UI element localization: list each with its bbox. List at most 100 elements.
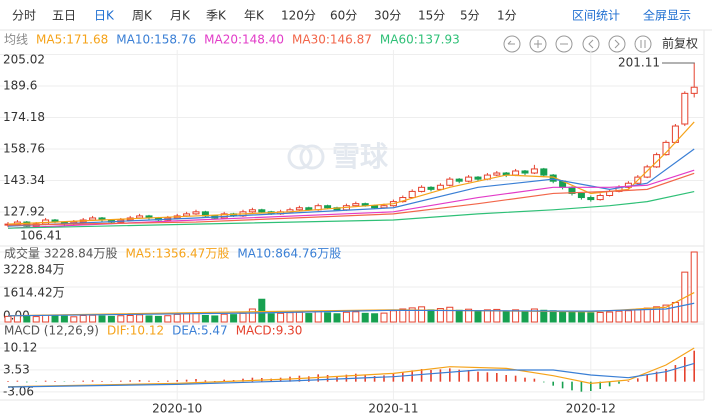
candle-body: [427, 186, 435, 190]
volume-bar: [653, 306, 661, 323]
ma-line: [7, 302, 695, 317]
macd-bar: [514, 375, 517, 382]
macd-bar: [185, 379, 188, 382]
macd-bar: [402, 372, 404, 382]
macd-bar: [176, 380, 178, 382]
tab[interactable]: 季K: [206, 9, 227, 23]
ma-line: [7, 362, 695, 388]
macd-bar: [637, 378, 639, 382]
volume-bar: [89, 314, 97, 323]
candle-body: [258, 209, 266, 213]
volume-bar: [324, 312, 332, 323]
toolbar-action[interactable]: 区间统计: [572, 9, 620, 23]
volume-bar: [60, 315, 68, 323]
watermark-logo: [287, 144, 313, 170]
volume-bar: [164, 315, 172, 323]
macd-bar: [505, 375, 507, 382]
volume-bar: [305, 313, 313, 323]
tab[interactable]: 60分: [330, 9, 357, 23]
legend-item: DEA:5.47: [172, 324, 228, 338]
tab[interactable]: 5分: [460, 9, 480, 23]
volume-bar: [662, 304, 670, 323]
y-tick-label: 143.34: [3, 173, 45, 187]
macd-bar: [101, 381, 103, 382]
candle-body: [352, 203, 360, 207]
volume-bar: [79, 314, 87, 323]
macd-bar: [571, 381, 573, 391]
volume-bar: [418, 306, 426, 323]
volume-bar: [154, 315, 162, 323]
tab[interactable]: 15分: [418, 9, 445, 23]
left-glyph: [588, 39, 594, 49]
tab[interactable]: 五日: [52, 9, 76, 23]
tab[interactable]: 日K: [94, 9, 115, 23]
candle-body: [305, 207, 313, 211]
tab[interactable]: 分时: [12, 9, 36, 23]
candle-body: [23, 221, 31, 227]
macd-bar: [91, 380, 94, 382]
adjust-toggle[interactable]: 前复权: [662, 36, 698, 51]
macd-bar: [82, 380, 84, 382]
volume-bar: [183, 313, 191, 323]
volume-bar: [51, 315, 59, 323]
macd-bar: [411, 370, 413, 382]
tab[interactable]: 30分: [374, 9, 401, 23]
volume-bar: [352, 311, 360, 323]
volume-bar: [559, 310, 567, 323]
right-icon[interactable]: [608, 35, 626, 53]
undo-icon[interactable]: [503, 35, 521, 53]
tab[interactable]: 120分: [281, 9, 316, 23]
candle-body: [540, 168, 548, 176]
pause-icon[interactable]: [634, 35, 652, 53]
tab[interactable]: 周K: [132, 9, 153, 23]
y-tick-label: 189.6: [3, 79, 37, 93]
y-tick-label: 127.92: [3, 205, 45, 219]
zoom-in-icon[interactable]: [529, 35, 547, 53]
macd-bar: [148, 380, 150, 382]
y-tick-label: 205.02: [3, 53, 45, 67]
macd-bar: [467, 370, 470, 382]
tab[interactable]: 1分: [497, 9, 517, 23]
volume-bar: [624, 310, 632, 323]
macd-bar: [308, 376, 310, 382]
tab[interactable]: 月K: [170, 9, 191, 23]
volume-bar: [474, 310, 482, 323]
left-icon[interactable]: [582, 35, 600, 53]
volume-bar: [248, 308, 256, 323]
pause-glyph: [640, 40, 646, 48]
x-tick-label: 2020-10: [152, 402, 202, 416]
low-marker: 106.41: [20, 229, 62, 243]
volume-bar: [436, 308, 444, 323]
volume-bar: [606, 311, 614, 323]
candle-body: [436, 184, 444, 190]
volume-bar: [173, 313, 181, 323]
macd-bar: [693, 350, 695, 382]
macd-bar: [204, 380, 207, 382]
candle-body: [596, 194, 604, 201]
tab[interactable]: 年K: [244, 9, 265, 23]
macd-bar: [26, 381, 28, 383]
volume-bar: [211, 315, 219, 323]
legend-item: 均线: [4, 33, 28, 47]
candle-body: [371, 205, 379, 209]
macd-bar: [430, 370, 432, 382]
legend-item: MACD (12,26,9): [4, 324, 99, 338]
macd-bar: [449, 368, 451, 382]
volume-bar: [267, 313, 275, 323]
volume-bar: [483, 309, 491, 323]
zoom-out-icon[interactable]: [555, 35, 573, 53]
candle-body: [493, 172, 501, 176]
macd-bar: [242, 378, 244, 382]
ma-line: [7, 347, 695, 388]
volume-bar: [596, 311, 604, 323]
volume-bar: [502, 310, 510, 323]
volume-bar: [23, 315, 31, 323]
macd-bar: [251, 377, 254, 382]
volume-bar: [107, 315, 115, 323]
candle-body: [530, 168, 538, 174]
volume-bar: [117, 315, 125, 323]
ma-line: [7, 121, 695, 225]
macd-bar: [7, 381, 9, 382]
y-tick-label: -3.06: [3, 384, 34, 398]
toolbar-action[interactable]: 全屏显示: [643, 8, 691, 23]
